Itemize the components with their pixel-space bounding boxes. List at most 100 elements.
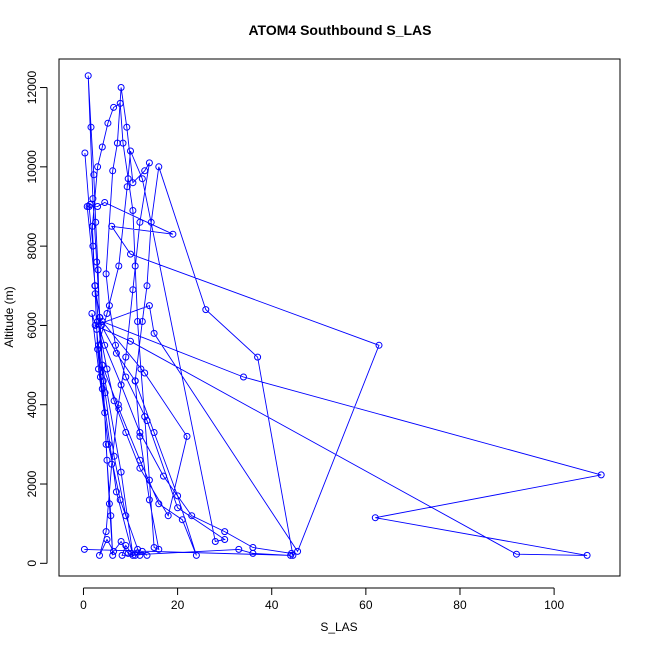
data-point [84,72,92,80]
data-point [105,302,113,310]
data-point [211,538,219,545]
data-point [143,551,151,559]
data-point [137,365,145,373]
plot-frame [58,58,621,577]
data-point [108,222,116,230]
data-point [81,149,89,157]
data-point [174,504,182,512]
data-point [235,545,243,553]
data-point [183,432,191,440]
data-point [98,361,106,369]
data-point [375,341,383,349]
chart-title: ATOM4 Southbound S_LAS [248,22,431,38]
data-point [136,464,144,472]
data-point [90,171,98,179]
x-axis: 0 20 40 60 80 100 [80,587,564,612]
data-point [91,282,99,290]
data-point [93,258,101,266]
data-point [138,175,146,183]
data-point [143,417,151,425]
data-point [101,409,109,417]
series-line [84,75,602,556]
data-point [122,512,130,520]
data-point [138,547,146,555]
y-axis-label: Altitude (m) [2,286,16,347]
y-tick-label: 10000 [25,150,39,184]
data-point [102,528,110,536]
data-point [371,514,379,522]
data-point [138,318,146,325]
data-point [129,207,137,214]
data-point [221,536,229,543]
data-point [129,286,137,294]
x-tick-label: 80 [453,598,467,612]
data-point [164,512,172,520]
data-point [150,429,158,436]
data-point [136,218,144,226]
data-point [103,310,111,317]
data-point [131,262,139,270]
data-point [129,551,137,559]
data-point [160,472,167,480]
data-point [147,218,155,226]
data-point [80,545,88,553]
data-point [141,369,149,377]
data-point [134,545,142,553]
data-point [122,353,130,361]
data-point [88,222,96,230]
data-point [93,325,101,333]
data-point [103,536,111,543]
data-point [141,413,149,421]
data-point [141,167,149,175]
data-point [129,179,137,187]
data-point [150,329,158,337]
data-point [95,365,102,373]
data-point [169,230,177,238]
data-point [249,549,257,557]
data-point [108,460,116,468]
x-tick-label: 0 [80,598,87,612]
x-tick-label: 60 [359,598,373,612]
data-point [110,397,118,405]
data-point [113,139,121,147]
data-point [117,84,125,91]
y-tick-label: 6000 [25,312,39,339]
data-point [287,551,295,559]
data-point [127,337,134,345]
data-point [98,143,106,151]
data-point [188,512,196,520]
data-point [110,547,118,555]
data-point [136,429,144,436]
y-tick-label: 4000 [25,391,39,418]
data-point [202,306,210,314]
series-layer [80,72,605,559]
x-tick-label: 40 [265,598,279,612]
data-point [102,270,110,278]
data-point [289,551,297,559]
data-point [124,175,132,183]
data-point [155,500,163,508]
data-point [110,452,118,460]
data-point [254,353,262,361]
data-point [104,119,112,127]
data-point [155,545,163,553]
data-point [89,195,97,203]
data-point [102,440,110,448]
data-point [112,349,120,357]
data-point [94,203,102,210]
y-tick-label: 2000 [25,470,39,497]
data-point [123,183,131,191]
data-point [131,551,139,559]
x-tick-label: 100 [544,598,564,612]
data-point [112,488,120,496]
data-point [98,318,106,325]
data-point [117,468,125,476]
data-point [118,551,126,559]
data-point [91,290,99,298]
data-point [127,250,134,258]
data-point [122,542,130,549]
data-point [105,500,113,508]
data-point [107,512,115,520]
data-point [95,341,102,349]
data-point [99,377,107,385]
